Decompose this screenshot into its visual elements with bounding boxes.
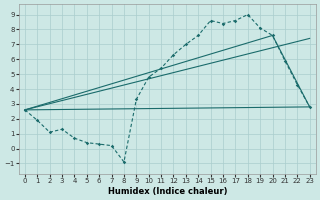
X-axis label: Humidex (Indice chaleur): Humidex (Indice chaleur): [108, 187, 227, 196]
